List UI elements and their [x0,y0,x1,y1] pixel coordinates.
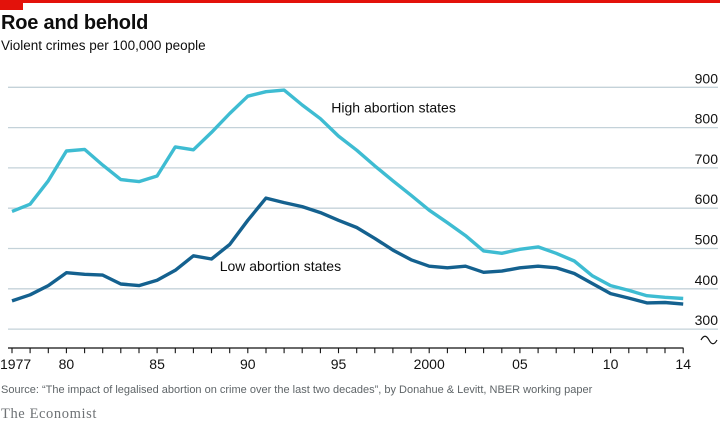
y-axis-label-300: 300 [695,312,719,328]
x-axis-label-1990: 90 [240,356,256,372]
x-axis-label-2005: 05 [512,356,528,372]
x-axis-label-1985: 85 [149,356,165,372]
series-label-low: Low abortion states [220,258,341,274]
x-axis-label-2010: 10 [603,356,619,372]
y-axis-label-600: 600 [695,191,719,207]
y-axis-label-900: 900 [695,70,719,86]
y-axis-label-800: 800 [695,111,719,127]
y-axis-label-700: 700 [695,151,719,167]
high-abortion-states-line [11,88,684,301]
x-axis-label-1977: 1977 [0,356,31,372]
x-axis-label-1995: 95 [331,356,347,372]
series-label-high: High abortion states [331,100,456,116]
chart-subtitle: Violent crimes per 100,000 people [1,38,206,53]
y-axis-label-400: 400 [695,272,719,288]
economist-wordmark: The Economist [1,406,97,422]
low-abortion-states-line [11,196,684,306]
x-axis-label-2000: 2000 [414,356,445,372]
chart-title: Roe and behold [1,12,149,34]
masthead-rule [0,0,720,3]
crime-rates-line-chart: 300 400 500 600 700 800 900 1977 80 85 90 95 2000 05 1… [0,70,719,372]
masthead-red-tab [0,0,23,10]
axis-break-icon [700,335,718,345]
x-axis-label-1980: 80 [59,356,75,372]
y-axis-label-500: 500 [695,232,719,248]
source-note: Source: “The impact of legalised abortio… [1,384,593,396]
x-axis-label-2014: 14 [675,356,691,372]
